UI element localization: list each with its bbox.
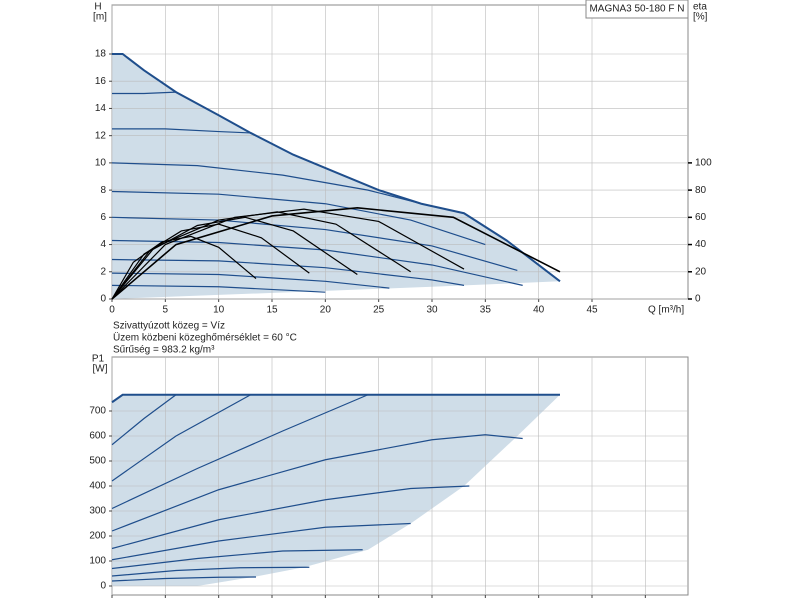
curve — [111, 576, 257, 582]
y-axis-label: H — [94, 2, 101, 13]
curve — [112, 53, 561, 283]
y-axis-unit: [m] — [93, 12, 107, 23]
y2-axis-unit: [%] — [693, 12, 708, 23]
y-tick-label: 14 — [95, 103, 107, 114]
curve — [111, 549, 363, 570]
y-tick-label: 0 — [100, 294, 106, 305]
note: Sűrűség = 983.2 kg/m³ — [113, 345, 215, 356]
curve — [112, 128, 251, 134]
y-tick-label: 200 — [89, 531, 106, 542]
y-tick-label: 16 — [95, 76, 107, 87]
operating-area — [112, 394, 560, 586]
x-axis-label: Q [m³/h] — [648, 305, 684, 316]
curve — [111, 566, 310, 577]
curve — [111, 394, 177, 446]
y-tick-label: 100 — [89, 556, 106, 567]
curve — [111, 211, 411, 300]
y-tick-label: 10 — [95, 158, 107, 169]
x-tick-label: 25 — [373, 305, 385, 316]
title-box — [585, 0, 689, 19]
curve — [111, 394, 251, 482]
x-tick-label: 15 — [266, 305, 278, 316]
x-tick-label: 40 — [533, 305, 545, 316]
curve — [111, 162, 433, 208]
curve — [111, 393, 560, 404]
y2-tick-label: 60 — [695, 212, 707, 223]
note: Üzem közbeni közeghőmérséklet = 60 °C — [113, 332, 297, 344]
curve — [111, 190, 486, 246]
curve — [111, 394, 369, 510]
y2-tick-label: 100 — [695, 158, 712, 169]
curve — [111, 485, 470, 550]
x-tick-label: 20 — [320, 305, 332, 316]
chart-title: MAGNA3 50-180 F N — [589, 4, 684, 15]
curve — [111, 235, 257, 300]
x-tick-label: 30 — [426, 305, 438, 316]
y-tick-label: 4 — [100, 239, 106, 250]
y-tick-label: 12 — [95, 130, 107, 141]
curve — [111, 284, 326, 293]
x-tick-label: 35 — [480, 305, 492, 316]
y-tick-label: 2 — [100, 266, 106, 277]
curve — [111, 522, 411, 561]
y-tick-label: 500 — [89, 456, 106, 467]
y-tick-label: 0 — [100, 581, 106, 592]
y-tick-label: 18 — [95, 49, 107, 60]
y2-tick-label: 80 — [695, 185, 707, 196]
y-tick-label: 700 — [89, 406, 106, 417]
x-tick-label: 5 — [163, 305, 169, 316]
curve — [111, 216, 518, 271]
y-axis-unit: [W] — [93, 364, 108, 375]
operating-area — [112, 54, 560, 299]
curve — [111, 223, 310, 300]
y-tick-label: 400 — [89, 481, 106, 492]
y2-tick-label: 20 — [695, 266, 707, 277]
y2-axis-label: eta — [693, 2, 707, 13]
y-axis-label: P1 — [92, 354, 105, 365]
curve — [111, 272, 390, 289]
curve — [111, 216, 358, 300]
y-tick-label: 8 — [100, 185, 106, 196]
curve — [111, 207, 561, 300]
x-tick-label: 45 — [586, 305, 598, 316]
y-tick-label: 600 — [89, 431, 106, 442]
y2-tick-label: 0 — [695, 294, 701, 305]
x-tick-label: 0 — [109, 305, 115, 316]
y-tick-label: 6 — [100, 212, 106, 223]
curve — [112, 91, 177, 95]
y2-tick-label: 40 — [695, 239, 707, 250]
curve — [111, 434, 523, 532]
x-tick-label: 10 — [213, 305, 225, 316]
y-tick-label: 300 — [89, 506, 106, 517]
curve — [111, 258, 465, 286]
note: Szivattyúzott közeg = Víz — [113, 321, 225, 332]
